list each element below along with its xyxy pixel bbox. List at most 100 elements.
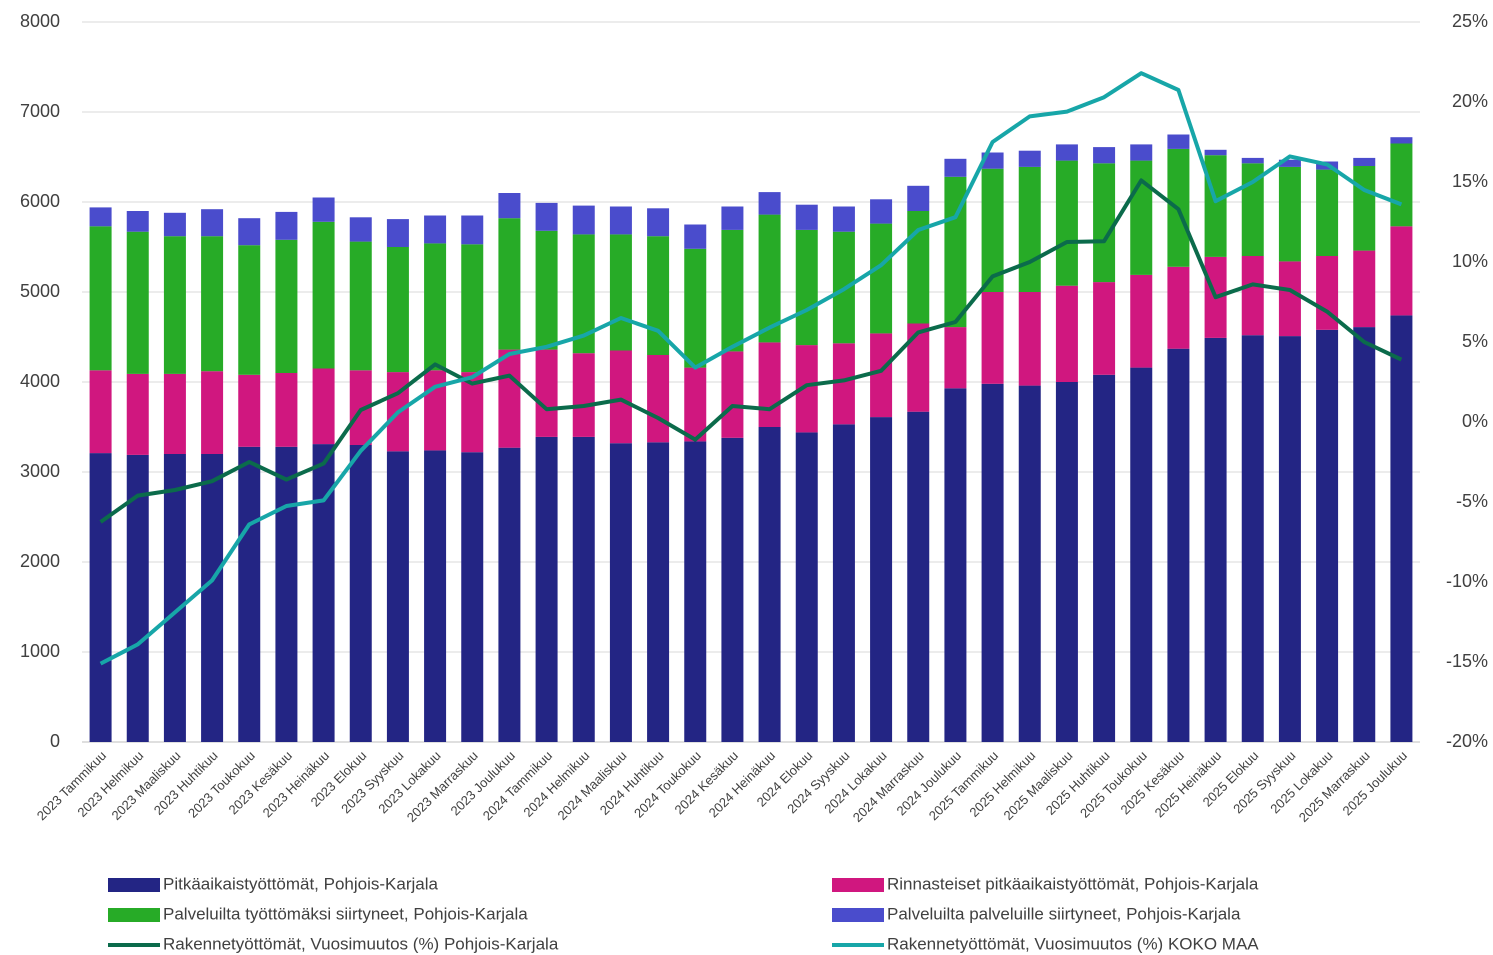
bar-segment (1093, 147, 1116, 164)
x-tick-label: 2023 Joulukuu (448, 748, 518, 818)
y2-tick-label: -15% (1446, 651, 1488, 671)
bar-segment (238, 218, 261, 246)
bar-segment (1130, 144, 1153, 161)
bar-segment (238, 446, 261, 742)
bar-segment (1093, 374, 1116, 742)
bar-segment (647, 442, 670, 742)
y2-tick-label: -5% (1456, 491, 1488, 511)
bar-segment (647, 208, 670, 237)
bar-segment (126, 454, 149, 742)
bar-segment (721, 206, 744, 230)
bar-segment (163, 212, 186, 237)
bar-segment (572, 436, 595, 742)
bar-segment (201, 454, 224, 742)
bar-segment (907, 411, 930, 742)
bar-segment (1241, 157, 1264, 164)
bar-segment (981, 292, 1004, 384)
bar-segment (1278, 336, 1301, 742)
bar-segment (684, 248, 707, 368)
y2-tick-label: 10% (1452, 251, 1488, 271)
bar-segment (1390, 226, 1413, 316)
bar-segment (1093, 282, 1116, 375)
bar-segment (944, 176, 967, 328)
bar-segment (684, 224, 707, 249)
bar-segment (1018, 292, 1041, 386)
bar-segment (312, 444, 335, 742)
y2-tick-label: 25% (1452, 11, 1488, 31)
y-tick-label: 0 (50, 731, 60, 751)
y2-tick-label: -10% (1446, 571, 1488, 591)
y-tick-label: 2000 (20, 551, 60, 571)
bar-segment (609, 206, 632, 235)
bar-segment (126, 211, 149, 232)
bar-segment (535, 436, 558, 742)
y2-tick-label: 0% (1462, 411, 1488, 431)
bar-segment (1316, 169, 1339, 256)
bar-segment (870, 333, 893, 418)
bar-segment (275, 373, 298, 447)
y2-tick-label: -20% (1446, 731, 1488, 751)
bar-segment (89, 207, 112, 227)
bar-segment (1278, 166, 1301, 262)
bar-segment (1204, 149, 1227, 156)
bar-segment (1204, 337, 1227, 742)
bar-segment (832, 206, 855, 232)
legend-label: Rinnasteiset pitkäaikaistyöttömät, Pohjo… (887, 874, 1259, 893)
bar-segment (1390, 143, 1413, 227)
bar-segment (721, 351, 744, 438)
bar-segment (238, 245, 261, 375)
bar-segment (870, 417, 893, 742)
bar-segment (349, 370, 372, 445)
bar-segment (1167, 266, 1190, 349)
bar-segment (498, 218, 521, 350)
bar-segment (1241, 335, 1264, 742)
bar-segment (238, 374, 261, 447)
bar-segment (572, 234, 595, 354)
bar-segment (758, 342, 781, 427)
bar-segment (870, 199, 893, 224)
bar-segment (89, 226, 112, 371)
bar-segment (832, 424, 855, 742)
bar-segment (312, 197, 335, 222)
bar-segment (1055, 160, 1078, 286)
bar-segment (1241, 256, 1264, 336)
bar-segment (1055, 285, 1078, 382)
bar-segment (795, 229, 818, 346)
bar-segment (89, 370, 112, 454)
bar-segment (275, 211, 298, 240)
bar-segment (758, 427, 781, 742)
bar-segment (275, 446, 298, 742)
bar-segment (721, 437, 744, 742)
bar-segment (944, 327, 967, 389)
legend-label: Palveluilta työttömäksi siirtyneet, Pohj… (163, 904, 528, 923)
bar-segment (201, 236, 224, 372)
legend-label: Pitkäaikaistyöttömät, Pohjois-Karjala (163, 874, 439, 893)
bar-segment (1055, 382, 1078, 742)
bar-segment (795, 345, 818, 433)
bar-segment (1316, 329, 1339, 742)
bar-segment (944, 158, 967, 177)
bar-segment (349, 217, 372, 242)
bar-segment (163, 454, 186, 742)
bar-segment (535, 349, 558, 437)
bar-segment (1278, 261, 1301, 337)
y2-tick-label: 5% (1462, 331, 1488, 351)
legend-swatch (108, 908, 160, 922)
bar-segment (535, 230, 558, 350)
bar-segment (312, 221, 335, 369)
bar-segment (1278, 159, 1301, 167)
bar-segment (907, 185, 930, 211)
legend-swatch (832, 908, 884, 922)
bar-segment (1167, 134, 1190, 149)
bar-segment (647, 236, 670, 355)
bar-segment (275, 239, 298, 373)
bar-segment (498, 349, 521, 448)
bar-segment (386, 219, 409, 247)
bar-segment (126, 373, 149, 455)
bar-segment (944, 388, 967, 742)
bar-segment (424, 243, 447, 371)
y-tick-label: 8000 (20, 11, 60, 31)
legend-swatch (108, 878, 160, 892)
bar-segment (609, 234, 632, 351)
